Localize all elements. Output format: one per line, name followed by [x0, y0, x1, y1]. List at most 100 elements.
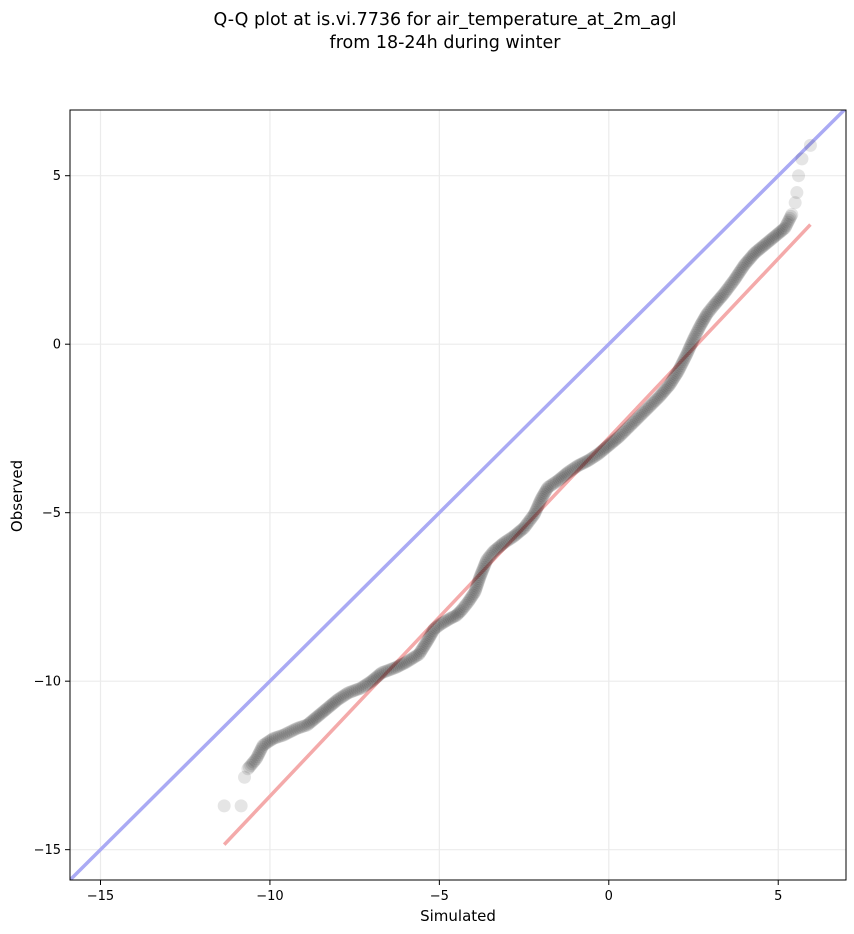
quantile-point	[313, 707, 327, 721]
quantile-point	[497, 536, 511, 550]
quantile-point	[681, 344, 695, 358]
quantile-point	[570, 460, 584, 474]
quantile-point	[784, 209, 798, 223]
quantile-point	[423, 629, 437, 643]
quantile-point	[669, 368, 683, 382]
quantile-point	[537, 487, 551, 501]
quantile-point	[525, 511, 539, 525]
quantile-point	[306, 713, 320, 727]
quantile-point	[668, 369, 682, 383]
quantile-point	[407, 650, 421, 664]
quantile-point	[660, 381, 674, 395]
quantile-point	[422, 630, 436, 644]
quantile-point	[516, 522, 530, 536]
quantile-point	[662, 379, 676, 393]
quantile-point	[658, 384, 672, 398]
quantile-point	[671, 364, 685, 378]
y-axis-label: Observed	[8, 460, 26, 532]
quantile-point	[393, 658, 407, 672]
quantile-point	[462, 593, 476, 607]
quantile-point	[465, 590, 479, 604]
quantile-point	[698, 310, 712, 324]
quantile-point	[437, 615, 451, 629]
quantile-point	[656, 385, 670, 399]
quantile-point	[322, 700, 336, 714]
quantile-point	[377, 665, 391, 679]
quantile-point	[282, 725, 296, 739]
quantile-point	[638, 404, 652, 418]
quantile-point	[478, 557, 492, 571]
y-tick-label: 0	[53, 338, 61, 353]
x-axis-label: Simulated	[420, 907, 496, 925]
quantile-point	[432, 618, 446, 632]
quantile-point	[332, 692, 346, 706]
quantile-point	[414, 644, 428, 658]
quantile-point	[489, 542, 503, 556]
quantile-point	[692, 321, 706, 335]
quantile-point	[647, 395, 661, 409]
quantile-point	[755, 240, 769, 254]
quantile-point	[785, 207, 799, 221]
quantile-point	[609, 432, 623, 446]
quantile-point	[642, 400, 656, 414]
quantile-point	[561, 465, 575, 479]
quantile-point	[323, 699, 337, 713]
quantile-point	[294, 720, 308, 734]
quantile-point	[615, 427, 629, 441]
quantile-point	[541, 480, 555, 494]
quantile-point	[616, 426, 630, 440]
quantile-point	[234, 799, 248, 813]
quantile-point	[703, 304, 717, 318]
quantile-point	[356, 680, 370, 694]
quantile-point	[726, 275, 740, 289]
quantile-point	[217, 799, 231, 813]
quantile-point	[626, 415, 640, 429]
y-tick-label: 5	[53, 169, 61, 184]
quantile-point	[748, 246, 762, 260]
quantile-point	[468, 585, 482, 599]
quantile-point	[563, 464, 577, 478]
quantile-point	[326, 696, 340, 710]
quantile-point	[421, 632, 435, 646]
quantile-point	[759, 237, 773, 251]
quantile-point	[336, 689, 350, 703]
quantile-point	[629, 413, 643, 427]
fit-line	[222, 223, 812, 846]
quantile-point	[310, 710, 324, 724]
quantile-point	[534, 492, 548, 506]
quantile-point	[370, 669, 384, 683]
quantile-point	[261, 735, 275, 749]
quantile-point	[578, 455, 592, 469]
quantile-point	[571, 459, 585, 473]
quantile-point	[712, 293, 726, 307]
quantile-point	[238, 770, 252, 784]
quantile-point	[366, 673, 380, 687]
quantile-point	[540, 482, 554, 496]
quantile-point	[673, 360, 687, 374]
quantile-point	[250, 750, 264, 764]
quantile-point	[678, 351, 692, 365]
quantile-point	[347, 684, 361, 698]
quantile-point	[765, 232, 779, 246]
quantile-point	[536, 489, 550, 503]
quantile-point	[779, 219, 793, 233]
quantile-point	[695, 315, 709, 329]
quantile-point	[588, 449, 602, 463]
y-axis-ticks: −15 −10 −5 0 5	[34, 169, 70, 858]
quantile-point	[790, 186, 804, 200]
quantile-point	[605, 436, 619, 450]
quantile-point	[745, 249, 759, 263]
quantile-point	[292, 721, 306, 735]
quantile-point	[723, 278, 737, 292]
quantile-point	[592, 447, 606, 461]
quantile-point	[744, 251, 758, 265]
quantile-point	[502, 533, 516, 547]
quantile-point	[473, 570, 487, 584]
quantile-point	[666, 373, 680, 387]
quantile-point	[735, 261, 749, 275]
quantile-point	[485, 546, 499, 560]
quantile-point	[758, 238, 772, 252]
quantile-point	[763, 233, 777, 247]
quantile-point	[612, 430, 626, 444]
quantile-point	[713, 291, 727, 305]
